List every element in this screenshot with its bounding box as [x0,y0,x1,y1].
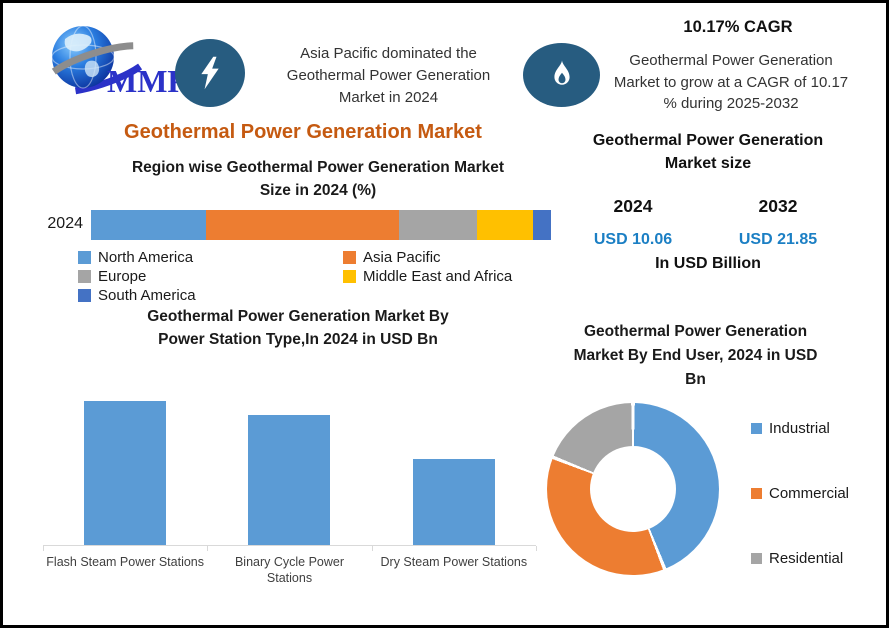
legend-swatch-icon [751,553,762,564]
region-chart-year-label: 2024 [47,215,83,232]
region-legend: North America Asia Pacific Europe Middle Ea… [78,248,556,305]
market-size-heading: Geothermal Power Generation Market size [592,132,824,172]
lightning-badge [175,39,245,107]
legend-swatch-icon [78,251,91,264]
logo-orbit-gray [39,42,155,96]
bar-binary-cycle-power-stations [248,415,331,545]
legend-swatch-icon [343,251,356,264]
fact-asia-pacific: Asia Pacific dominated the Geothermal Po… [286,45,491,106]
legend-label: Asia Pacific [363,249,441,266]
legend-item-europe: Europe [78,267,343,286]
mmr-logo: MMR [39,25,185,99]
donut-hole [590,446,676,532]
legend-label: Residential [769,550,844,567]
legend-label: Middle East and Africa [363,268,513,285]
legend-item-middle-east-and-africa: Middle East and Africa [343,267,556,286]
end-user-donut [547,403,719,575]
region-chart-title: Region wise Geothermal Power Generation … [131,159,505,199]
station-x-axis [43,545,537,551]
legend-item-north-america: North America [78,248,343,267]
end-user-legend: Industrial Commercial Residential [751,419,849,614]
cagr-headline: 10.17% CAGR [683,18,793,36]
market-size-value: USD 10.06 [593,231,673,248]
axis-tick [207,546,209,551]
region-segment-europe [399,210,478,240]
bar-cell [207,401,371,545]
legend-label: Industrial [769,420,830,437]
region-stacked-bar [91,210,552,240]
page-title: Geothermal Power Generation Market [124,121,482,143]
logo-orbit-blue [39,42,155,96]
legend-label: South America [98,287,196,304]
legend-item-asia-pacific: Asia Pacific [343,248,556,267]
legend-label: Europe [98,268,147,285]
flame-icon [553,59,570,85]
legend-swatch-icon [751,488,762,499]
region-segment-middle-east-and-africa [477,210,533,240]
lightning-bolt-icon [201,56,219,90]
legend-swatch-icon [343,270,356,283]
axis-tick [43,546,44,551]
flame-badge [523,43,600,107]
legend-swatch-icon [751,423,762,434]
legend-swatch-icon [78,289,91,302]
legend-item-industrial: Industrial [751,419,849,438]
axis-tick [536,546,537,551]
bar-category-label: Binary Cycle Power Stations [234,555,345,585]
region-segment-asia-pacific [206,210,400,240]
end-user-chart-title: Geothermal Power Generation Market By En… [573,323,818,388]
station-chart-title: Geothermal Power Generation Market By Po… [147,308,449,348]
station-category-labels: Flash Steam Power Stations Binary Cycle P… [43,554,536,586]
station-bar-plot [43,401,536,545]
market-size-unit-note: In USD Billion [655,255,761,272]
bar-dry-steam-power-stations [412,459,495,545]
bar-cell [43,401,207,545]
legend-item-south-america: South America [78,286,343,305]
bar-cell [372,401,536,545]
cagr-detail: Geothermal Power Generation Market to gr… [613,52,849,112]
region-segment-north-america [91,210,206,240]
region-segment-south-america [532,210,552,240]
bar-flash-steam-power-stations [84,401,167,545]
market-size-year: 2024 [613,196,653,216]
legend-item-commercial: Commercial [751,484,849,503]
market-size-2024: 2024 USD 10.06 [573,196,693,249]
legend-item-residential: Residential [751,549,849,568]
legend-swatch-icon [78,270,91,283]
bar-category-label: Flash Steam Power Stations [46,555,205,569]
market-size-2032: 2032 USD 21.85 [718,196,838,249]
logo-wordmark: MMR [107,63,185,99]
legend-label: Commercial [769,485,850,502]
market-size-value: USD 21.85 [738,231,818,248]
bar-category-label: Dry Steam Power Stations [380,555,528,569]
axis-tick [371,546,373,551]
market-size-year: 2032 [758,196,798,216]
legend-label: North America [98,249,194,266]
